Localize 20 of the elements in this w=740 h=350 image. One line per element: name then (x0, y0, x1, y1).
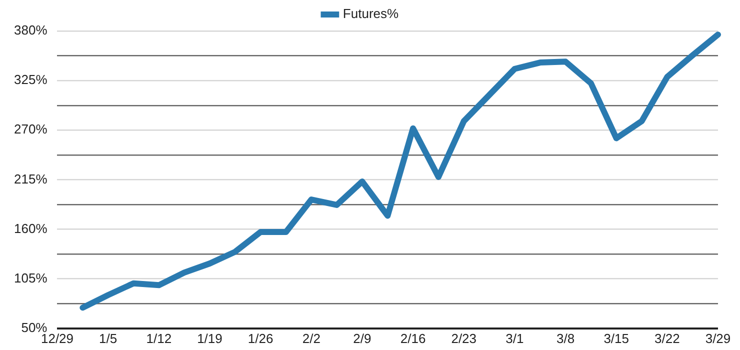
x-tick-label: 1/5 (99, 330, 118, 346)
x-tick-label: 3/15 (604, 330, 629, 346)
x-tick-label: 3/1 (506, 330, 524, 346)
x-tick-label: 1/26 (248, 330, 274, 346)
y-tick-label: 105% (14, 270, 48, 286)
x-tick-label: 2/23 (451, 330, 477, 346)
x-tick-label: 2/2 (302, 330, 320, 346)
y-tick-label: 215% (14, 171, 48, 186)
y-tick-label: 380% (14, 22, 48, 38)
x-tick-label: 3/8 (556, 330, 575, 346)
legend-label: Futures% (342, 6, 400, 22)
x-tick-label: 1/12 (146, 330, 172, 346)
x-tick-label: 3/22 (654, 330, 680, 346)
x-tick-label: 1/19 (197, 330, 222, 346)
y-tick-label: 270% (14, 122, 48, 137)
x-tick-label: 2/9 (353, 330, 372, 346)
x-tick-label: 2/16 (400, 330, 426, 346)
x-tick-label: 3/29 (705, 330, 731, 346)
y-tick-label: 160% (14, 220, 48, 236)
y-tick-label: 325% (14, 72, 48, 88)
